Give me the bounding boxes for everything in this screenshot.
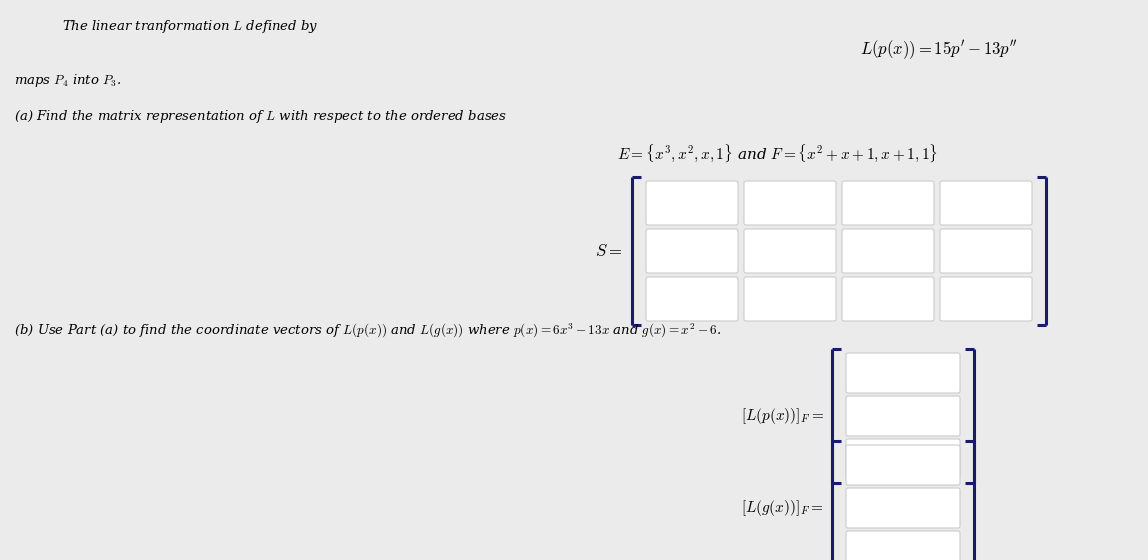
FancyBboxPatch shape bbox=[744, 277, 836, 321]
Text: The linear tranformation $\mathit{L}$ defined by: The linear tranformation $\mathit{L}$ de… bbox=[62, 18, 319, 35]
FancyBboxPatch shape bbox=[846, 531, 960, 560]
FancyBboxPatch shape bbox=[846, 396, 960, 436]
FancyBboxPatch shape bbox=[744, 229, 836, 273]
Text: $[L(g(x))]_F =$: $[L(g(x))]_F =$ bbox=[742, 498, 824, 518]
FancyBboxPatch shape bbox=[940, 277, 1032, 321]
FancyBboxPatch shape bbox=[744, 181, 836, 225]
FancyBboxPatch shape bbox=[841, 229, 934, 273]
FancyBboxPatch shape bbox=[646, 277, 738, 321]
Text: $L(p(x)) = 15p' - 13p''$: $L(p(x)) = 15p' - 13p''$ bbox=[860, 38, 1018, 60]
FancyBboxPatch shape bbox=[846, 353, 960, 393]
FancyBboxPatch shape bbox=[646, 229, 738, 273]
Text: $E = \{x^3, x^2, x, 1\}$ and $F = \{x^2 + x + 1, x + 1, 1\}$: $E = \{x^3, x^2, x, 1\}$ and $F = \{x^2 … bbox=[616, 142, 938, 164]
FancyBboxPatch shape bbox=[846, 439, 960, 479]
Text: maps $P_4$ into $P_3$.: maps $P_4$ into $P_3$. bbox=[14, 72, 122, 89]
FancyBboxPatch shape bbox=[841, 181, 934, 225]
FancyBboxPatch shape bbox=[846, 445, 960, 485]
FancyBboxPatch shape bbox=[846, 488, 960, 528]
FancyBboxPatch shape bbox=[940, 229, 1032, 273]
Text: $S =$: $S =$ bbox=[595, 242, 622, 259]
FancyBboxPatch shape bbox=[940, 181, 1032, 225]
Text: (b) Use Part (a) to find the coordinate vectors of $L(p(x))$ and $L(g(x))$ where: (b) Use Part (a) to find the coordinate … bbox=[14, 322, 721, 340]
Text: $[L(p(x))]_F =$: $[L(p(x))]_F =$ bbox=[740, 406, 824, 426]
Text: (a) Find the matrix representation of $L$ with respect to the ordered bases: (a) Find the matrix representation of $L… bbox=[14, 108, 507, 125]
FancyBboxPatch shape bbox=[646, 181, 738, 225]
FancyBboxPatch shape bbox=[841, 277, 934, 321]
